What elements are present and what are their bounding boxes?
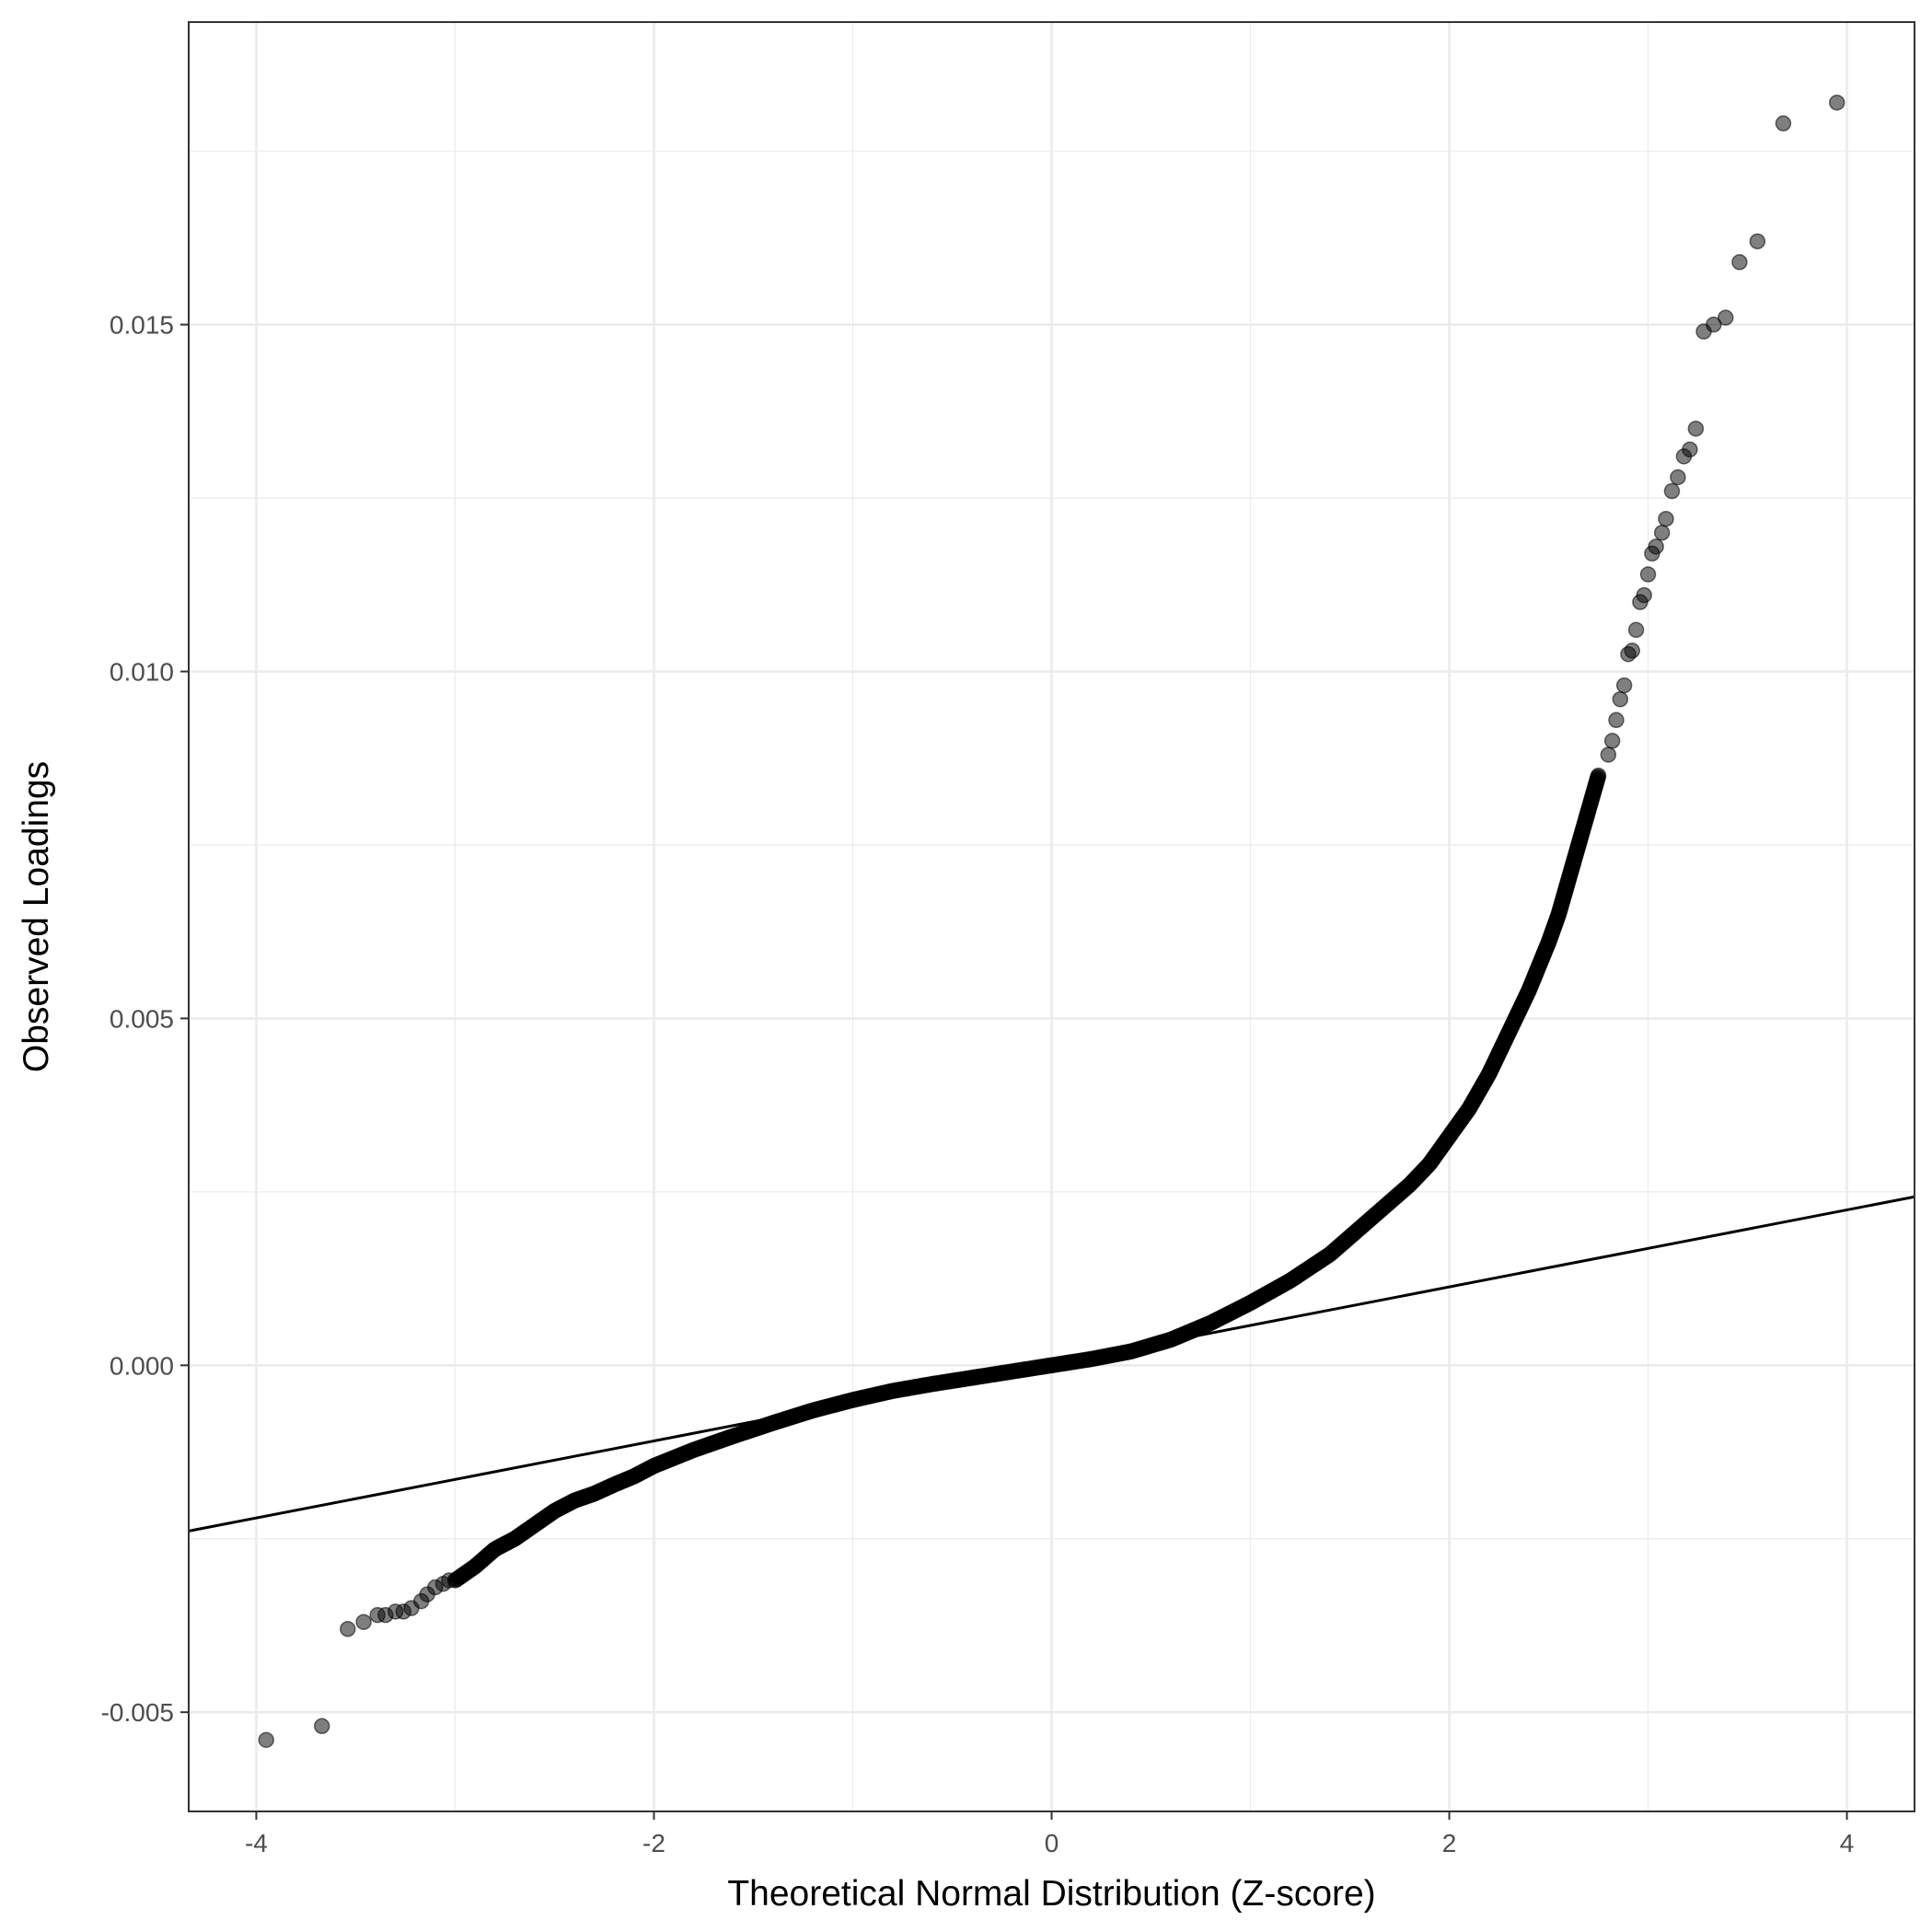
y-tick-label: 0.000 — [110, 1351, 174, 1380]
data-point — [1682, 441, 1698, 458]
data-point — [340, 1621, 356, 1637]
data-point — [355, 1614, 372, 1630]
x-tick-label: 2 — [1442, 1829, 1457, 1857]
data-point — [1731, 254, 1748, 271]
data-point — [1687, 420, 1705, 437]
data-point — [1639, 566, 1657, 583]
data-point — [1718, 309, 1734, 326]
reference-line — [188, 1195, 1915, 1533]
data-point — [1775, 115, 1792, 132]
data-point — [1608, 711, 1625, 729]
data-point — [313, 1718, 330, 1735]
y-axis-ticks: -0.005 0.000 0.005 0.010 0.015 — [101, 311, 189, 1727]
y-tick-label: 0.005 — [110, 1004, 174, 1033]
data-point — [258, 1731, 274, 1749]
data-point — [1670, 469, 1686, 486]
major-gridlines — [189, 22, 1915, 1811]
y-tick-label: -0.005 — [101, 1698, 174, 1727]
data-point — [1749, 233, 1766, 249]
data-point — [1653, 525, 1671, 541]
data-point — [1612, 690, 1629, 708]
data-point — [1648, 538, 1664, 555]
x-tick-label: -2 — [642, 1829, 665, 1857]
x-tick-label: 4 — [1840, 1829, 1855, 1857]
data-point — [1600, 746, 1617, 763]
data-point — [1636, 586, 1652, 604]
data-point — [1627, 621, 1645, 639]
x-axis-title: Theoretical Normal Distribution (Z-score… — [727, 1874, 1375, 1914]
data-point — [1615, 677, 1633, 694]
y-tick-label: 0.010 — [110, 658, 174, 687]
data-point — [1603, 733, 1621, 749]
data-point — [1663, 482, 1681, 500]
data-point — [441, 1572, 457, 1589]
x-axis-ticks: -4 -2 0 2 4 — [245, 1811, 1854, 1857]
y-axis-title: Observed Loadings — [17, 761, 56, 1072]
data-point — [1706, 316, 1722, 333]
y-tick-label: 0.015 — [110, 311, 174, 340]
data-point — [1590, 767, 1607, 784]
x-tick-label: -4 — [245, 1829, 268, 1857]
data-point — [1829, 94, 1845, 111]
x-tick-label: 0 — [1045, 1829, 1059, 1857]
data-point — [1658, 510, 1674, 527]
data-point — [1624, 642, 1641, 659]
